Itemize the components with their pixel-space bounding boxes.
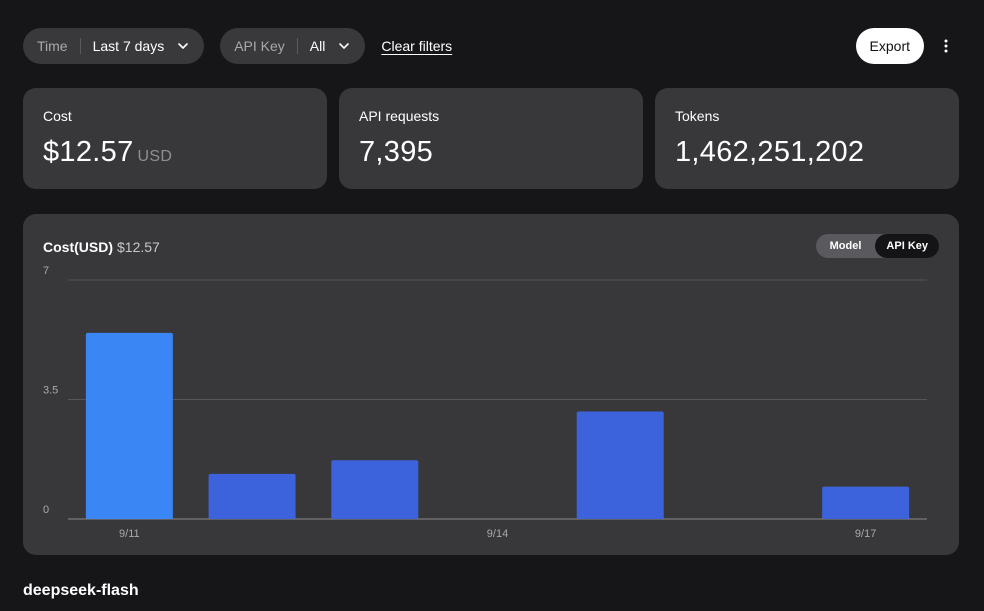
tokens-value: 1,462,251,202 bbox=[675, 136, 865, 168]
tokens-card: Tokens 1,462,251,202 bbox=[655, 88, 959, 189]
api-key-filter-value: All bbox=[309, 38, 326, 54]
time-filter-label: Time bbox=[37, 38, 68, 54]
api-requests-value: 7,395 bbox=[359, 136, 434, 168]
api-requests-card: API requests 7,395 bbox=[339, 88, 643, 189]
cost-unit: USD bbox=[137, 148, 173, 165]
y-tick-label: 0 bbox=[43, 504, 49, 516]
time-filter[interactable]: Time Last 7 days bbox=[23, 28, 205, 64]
cost-bar-chart: 7 3.5 0 9/11 9/14 9/17 bbox=[43, 265, 927, 540]
bar bbox=[85, 332, 173, 519]
api-key-filter[interactable]: API Key All bbox=[220, 28, 366, 64]
more-options-icon[interactable] bbox=[934, 34, 958, 58]
bar bbox=[822, 486, 910, 519]
cost-card-title: Cost bbox=[43, 108, 72, 124]
section-title: deepseek-flash bbox=[23, 582, 139, 599]
api-requests-card-title: API requests bbox=[359, 108, 440, 124]
filter-bar: Time Last 7 days API Key All Clear filte… bbox=[23, 28, 958, 64]
toggle-model[interactable]: Model bbox=[829, 240, 862, 252]
divider bbox=[79, 38, 81, 54]
x-tick-label: 9/17 bbox=[855, 528, 876, 540]
cost-chart-panel: 7 3.5 0 9/11 9/14 9/17 Cost(USD) $12.57 Model … bbox=[23, 214, 959, 555]
chart-title: Cost(USD) $12.57 bbox=[43, 239, 160, 255]
bar bbox=[331, 460, 419, 519]
tokens-card-title: Tokens bbox=[675, 108, 720, 124]
toggle-api-key[interactable]: API Key bbox=[875, 234, 939, 258]
clear-filters-link[interactable]: Clear filters bbox=[381, 38, 453, 54]
time-filter-value: Last 7 days bbox=[92, 38, 165, 54]
chevron-down-icon bbox=[337, 39, 351, 53]
y-tick-label: 7 bbox=[43, 265, 49, 277]
bar bbox=[208, 473, 296, 519]
x-tick-label: 9/11 bbox=[119, 528, 140, 540]
x-tick-label: 9/14 bbox=[487, 528, 508, 540]
chart-title-label: Cost(USD) bbox=[43, 239, 113, 255]
chart-total: $12.57 bbox=[117, 239, 160, 255]
group-by-toggle: Model API Key bbox=[815, 234, 939, 258]
chevron-down-icon bbox=[176, 39, 190, 53]
divider bbox=[296, 38, 298, 54]
cost-card-value-row: $12.57 USD bbox=[43, 136, 307, 169]
cost-card: Cost $12.57 USD bbox=[23, 88, 327, 189]
export-button[interactable]: Export bbox=[855, 28, 924, 64]
bar bbox=[576, 411, 664, 519]
api-key-filter-label: API Key bbox=[234, 38, 285, 54]
cost-value: $12.57 bbox=[43, 136, 134, 168]
y-tick-label: 3.5 bbox=[43, 385, 58, 397]
